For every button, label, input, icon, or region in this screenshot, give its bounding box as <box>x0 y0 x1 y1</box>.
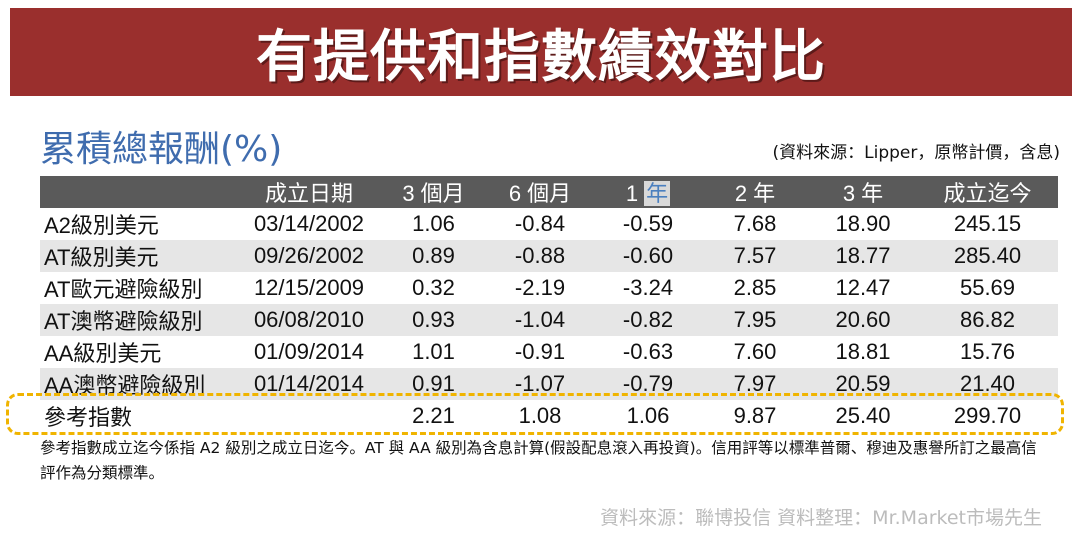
share-class-name: AT歐元避險級別 <box>40 272 236 304</box>
return-since-inception: 299.70 <box>917 400 1058 432</box>
return-1y: -3.24 <box>595 272 701 304</box>
return-3m: 2.21 <box>382 400 485 432</box>
header-cell: 成立日期 <box>236 176 382 208</box>
inception-date: 03/14/2002 <box>236 208 382 240</box>
inception-date <box>236 400 382 432</box>
share-class-name: AT澳幣避險級別 <box>40 304 236 336</box>
inception-date: 01/09/2014 <box>236 336 382 368</box>
header-cell: 3 年 <box>809 176 917 208</box>
header-cell: 3 個月 <box>382 176 485 208</box>
inception-date: 12/15/2009 <box>236 272 382 304</box>
header-cell: 成立迄今 <box>917 176 1058 208</box>
table-row: AT級別美元 09/26/2002 0.89 -0.88 -0.60 7.57 … <box>40 240 1058 272</box>
return-since-inception: 55.69 <box>917 272 1058 304</box>
watermark-source: 資料來源：聯博投信 資料整理：Mr.Market市場先生 <box>600 507 1042 529</box>
return-3m: 0.93 <box>382 304 485 336</box>
return-3m: 0.89 <box>382 240 485 272</box>
header-cell: 6 個月 <box>485 176 595 208</box>
benchmark-row: 參考指數 2.21 1.08 1.06 9.87 25.40 299.70 <box>40 400 1058 432</box>
selected-text-highlight: 年 <box>644 181 671 206</box>
return-1y: -0.60 <box>595 240 701 272</box>
return-3y: 18.81 <box>809 336 917 368</box>
return-3y: 18.77 <box>809 240 917 272</box>
table-row: A2級別美元 03/14/2002 1.06 -0.84 -0.59 7.68 … <box>40 208 1058 240</box>
inception-date: 06/08/2010 <box>236 304 382 336</box>
header-cell: 2 年 <box>701 176 809 208</box>
table-row: AT歐元避險級別 12/15/2009 0.32 -2.19 -3.24 2.8… <box>40 272 1058 304</box>
inception-date: 09/26/2002 <box>236 240 382 272</box>
data-source-note: (資料來源：Lipper，原幣計價，含息) <box>772 143 1061 163</box>
return-3m: 1.01 <box>382 336 485 368</box>
return-6m: -1.04 <box>485 304 595 336</box>
return-3m: 0.32 <box>382 272 485 304</box>
return-6m: -0.91 <box>485 336 595 368</box>
return-3y: 12.47 <box>809 272 917 304</box>
table-row: AT澳幣避險級別 06/08/2010 0.93 -1.04 -0.82 7.9… <box>40 304 1058 336</box>
return-2y: 2.85 <box>701 272 809 304</box>
return-6m: 1.08 <box>485 400 595 432</box>
return-1y: -0.59 <box>595 208 701 240</box>
return-6m: -0.84 <box>485 208 595 240</box>
return-since-inception: 15.76 <box>917 336 1058 368</box>
return-6m: -2.19 <box>485 272 595 304</box>
title-banner: 有提供和指數績效對比 <box>10 8 1072 96</box>
return-2y: 7.95 <box>701 304 809 336</box>
return-6m: -0.88 <box>485 240 595 272</box>
return-1y: -0.82 <box>595 304 701 336</box>
return-1y: -0.63 <box>595 336 701 368</box>
header-cell: 1 年 <box>595 176 701 208</box>
return-2y: 7.57 <box>701 240 809 272</box>
return-3y: 25.40 <box>809 400 917 432</box>
return-since-inception: 285.40 <box>917 240 1058 272</box>
section-subtitle: 累積總報酬(%) <box>40 129 283 170</box>
share-class-name: A2級別美元 <box>40 208 236 240</box>
return-3m: 1.06 <box>382 208 485 240</box>
header-cell <box>40 176 236 208</box>
performance-table: 成立日期 3 個月 6 個月 1 年 2 年 3 年 成立迄今 A2級別美元 0… <box>40 176 1058 432</box>
return-2y: 9.87 <box>701 400 809 432</box>
benchmark-highlight-box <box>6 393 1064 435</box>
return-2y: 7.60 <box>701 336 809 368</box>
benchmark-name: 參考指數 <box>40 400 236 432</box>
share-class-name: AT級別美元 <box>40 240 236 272</box>
table-row: AA級別美元 01/09/2014 1.01 -0.91 -0.63 7.60 … <box>40 336 1058 368</box>
return-since-inception: 245.15 <box>917 208 1058 240</box>
share-class-name: AA級別美元 <box>40 336 236 368</box>
return-3y: 18.90 <box>809 208 917 240</box>
return-2y: 7.68 <box>701 208 809 240</box>
return-1y: 1.06 <box>595 400 701 432</box>
page-title: 有提供和指數績效對比 <box>256 24 826 90</box>
table-header-row: 成立日期 3 個月 6 個月 1 年 2 年 3 年 成立迄今 <box>40 176 1058 208</box>
return-3y: 20.60 <box>809 304 917 336</box>
header-cell-text: 1 <box>625 181 645 206</box>
return-since-inception: 86.82 <box>917 304 1058 336</box>
footnote: 參考指數成立迄今係指 A2 級別之成立日迄今。AT 與 AA 級別為含息計算(假… <box>40 439 1037 482</box>
